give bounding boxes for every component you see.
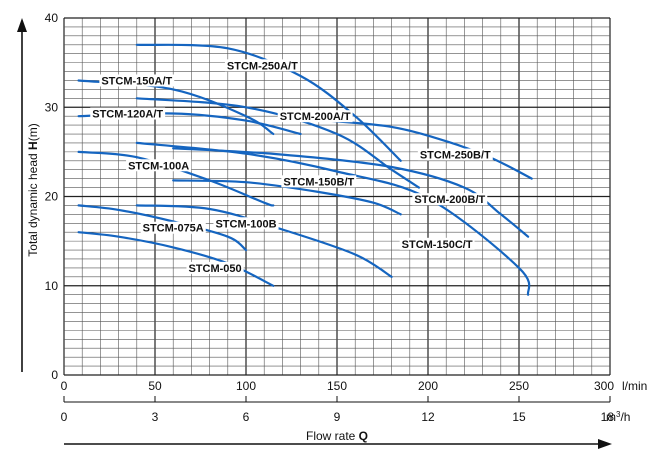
curve-label-stcm-250b-t: STCM-250B/T <box>420 150 491 162</box>
tick-labels: 0 10 20 30 40 0 50 100 150 200 250 300 0 3 6 9 12 15 18 <box>45 11 615 424</box>
curve-stcm-075a <box>77 204 248 252</box>
secondary-x-tick-label: 3 <box>152 410 159 424</box>
curve-label-stcm-075a: STCM-075A <box>143 223 204 235</box>
secondary-x-tick-label: 9 <box>334 410 341 424</box>
curve-label-stcm-100b: STCM-100B <box>215 218 276 230</box>
curve-label-background <box>213 217 279 230</box>
curve-label-stcm-050: STCM-050 <box>188 263 241 275</box>
x-axis-symbol: Q <box>359 429 368 443</box>
curve-label-stcm-150c-t: STCM-150C/T <box>402 239 473 251</box>
x-tick-label: 100 <box>236 379 256 393</box>
curve-label-background <box>399 237 475 250</box>
curve-label-background <box>126 159 192 172</box>
curve-stcm-150b-t <box>172 179 402 216</box>
curve-label-background <box>277 110 353 123</box>
secondary-x-tick-label: 6 <box>243 410 250 424</box>
y-tick-label: 20 <box>45 190 59 204</box>
y-axis-title: Total dynamic head H(m) <box>26 123 40 256</box>
curve-label-stcm-150a-t: STCM-150A/T <box>101 75 172 87</box>
curve-label-stcm-200a-t: STCM-200A/T <box>280 111 351 123</box>
curve-label-background <box>412 193 488 206</box>
x-tick-label: 200 <box>418 379 438 393</box>
curve-stcm-250b-t <box>326 119 533 180</box>
curve-stcm-200a-t <box>135 97 420 189</box>
secondary-x-axis-unit: m3/h <box>606 410 630 424</box>
curve-label-background <box>224 59 300 72</box>
y-tick-label: 30 <box>45 100 59 114</box>
x-tick-label: 50 <box>148 379 162 393</box>
curve-label-stcm-250a-t: STCM-250A/T <box>227 60 298 72</box>
secondary-x-tick-label: 12 <box>421 410 435 424</box>
y-tick-label: 0 <box>51 368 58 382</box>
pump-curves <box>77 43 533 296</box>
x-axis-title: Flow rate Q <box>306 429 368 443</box>
y-axis-symbol: H <box>26 141 40 150</box>
curve-label-stcm-200b-t: STCM-200B/T <box>414 194 485 206</box>
curve-stcm-250a-t <box>135 43 402 162</box>
secondary-x-tick-label: 18 <box>601 410 615 424</box>
curve-label-background <box>90 107 166 120</box>
curve-label-background <box>281 175 357 188</box>
curve-label-stcm-150b-t: STCM-150B/T <box>283 176 354 188</box>
grid <box>63 17 611 376</box>
secondary-x-tick-label: 0 <box>61 410 68 424</box>
secondary-x-tick-label: 15 <box>512 410 526 424</box>
curve-label-stcm-120a-t: STCM-120A/T <box>92 108 163 120</box>
curve-label-background <box>417 148 493 161</box>
x-tick-label: 150 <box>327 379 347 393</box>
curve-label-background <box>140 221 206 234</box>
primary-x-axis-unit: l/min <box>622 379 647 393</box>
y-tick-label: 40 <box>45 11 59 25</box>
x-axis-arrowhead-icon <box>598 439 612 449</box>
curve-label-stcm-100a: STCM-100A <box>128 160 189 172</box>
y-axis-arrowhead-icon <box>17 18 27 32</box>
curve-label-background <box>186 261 244 274</box>
curve-label-background <box>99 74 175 87</box>
x-tick-label: 250 <box>509 379 529 393</box>
curve-labels: STCM-050 STCM-075A STCM-100B STCM-100A STCM-… <box>90 59 493 275</box>
curve-stcm-200b-t <box>172 147 530 238</box>
curve-stcm-100b <box>135 204 393 278</box>
x-tick-label: 0 <box>61 379 68 393</box>
x-tick-label: 300 <box>594 379 614 393</box>
y-tick-label: 10 <box>45 279 59 293</box>
